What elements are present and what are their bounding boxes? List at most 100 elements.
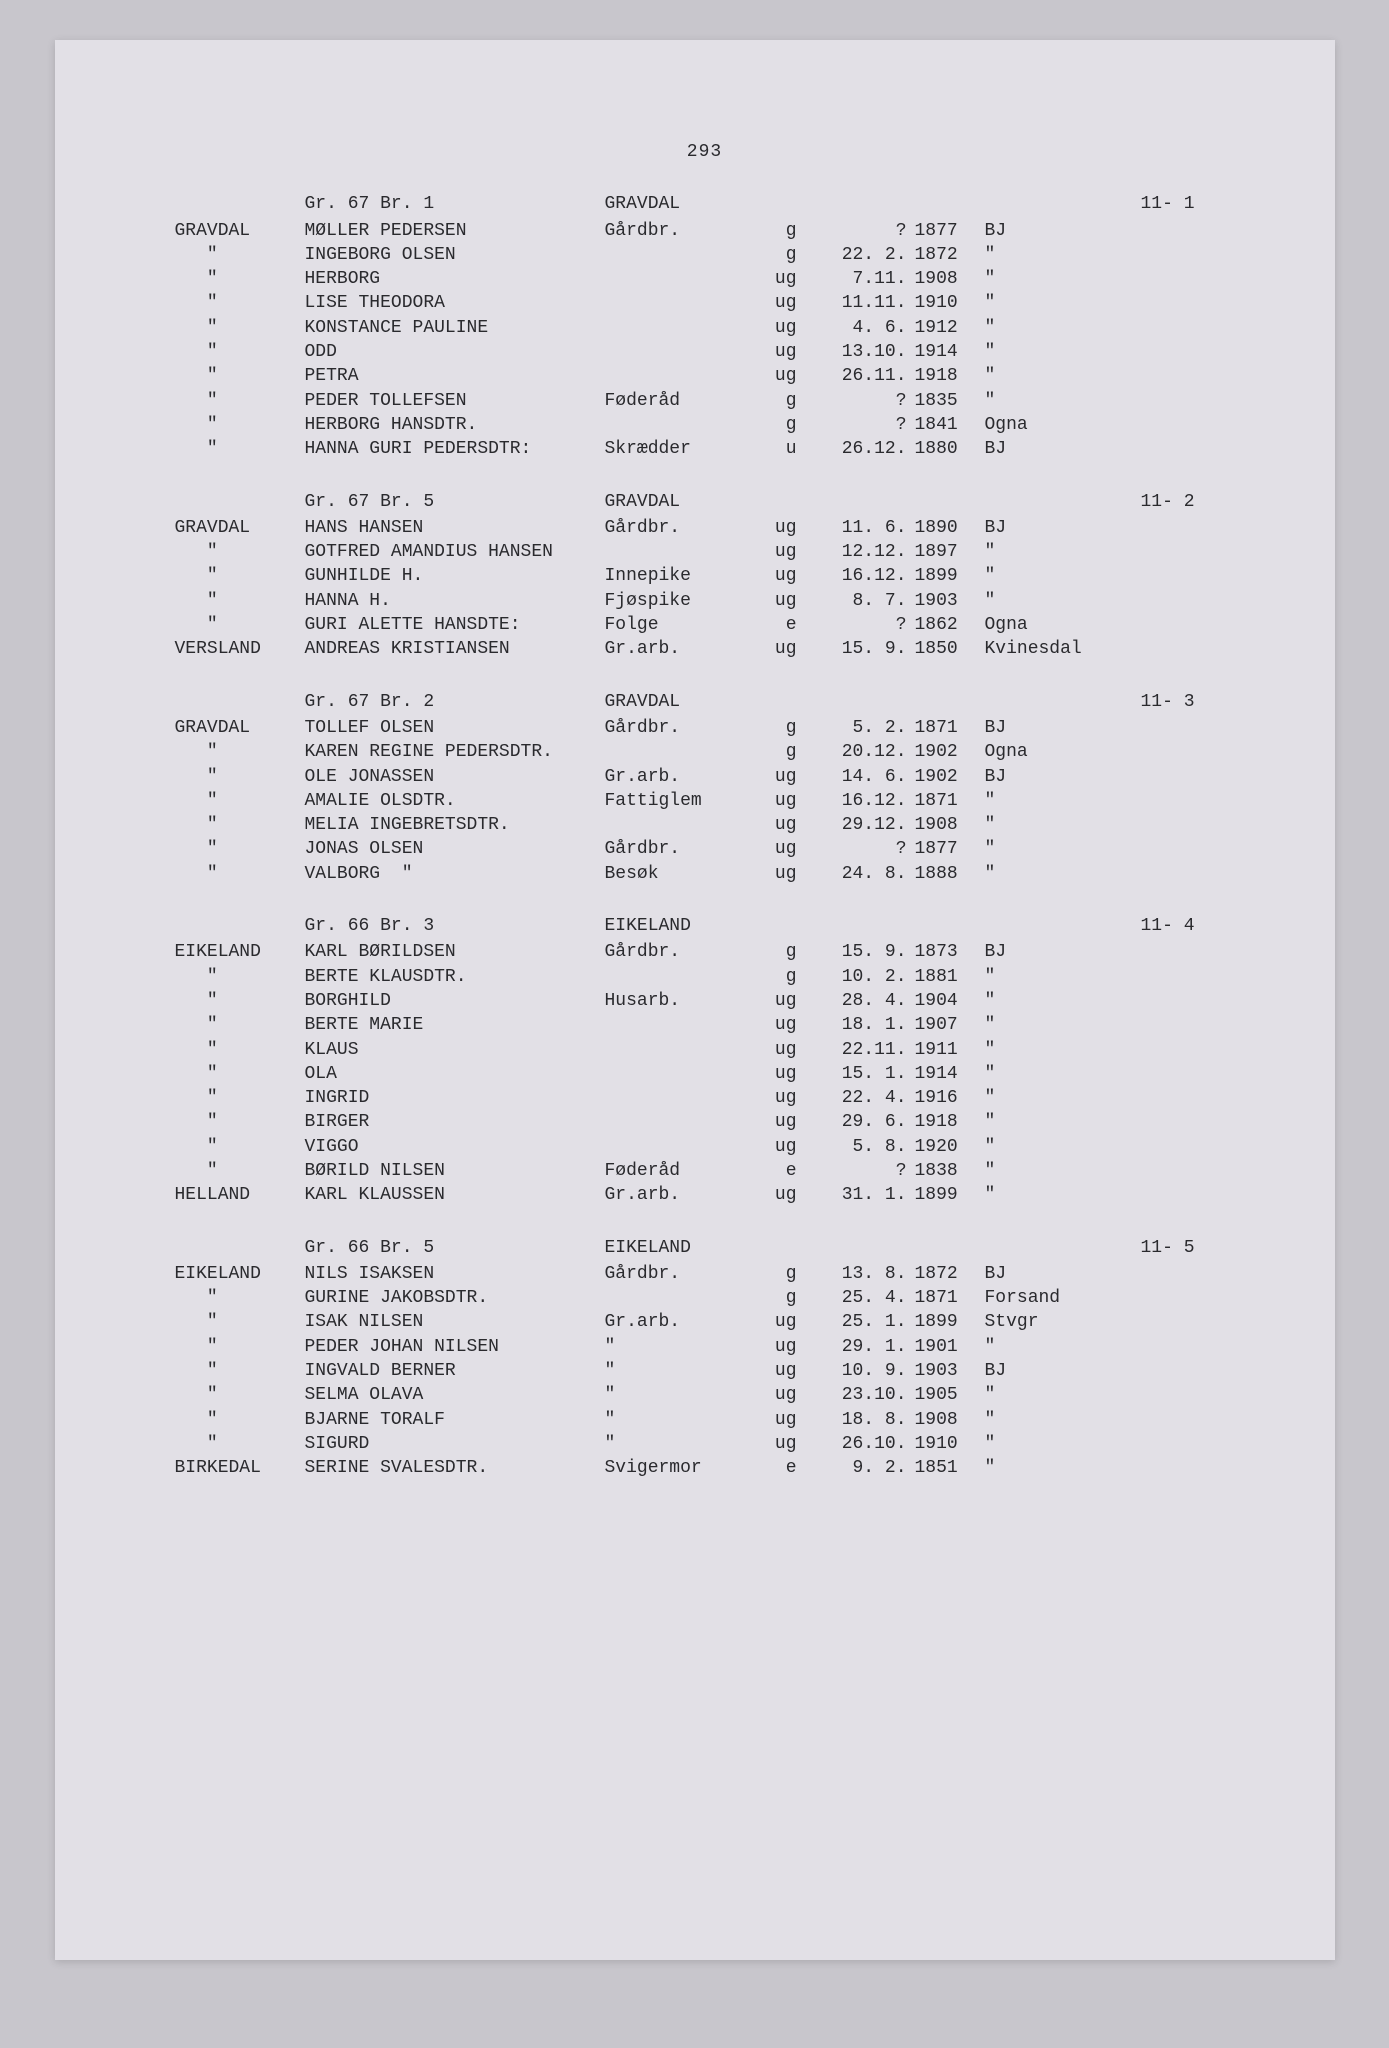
- census-row: "OLAug15. 1.1914": [175, 1062, 1235, 1086]
- cell-status: g: [755, 965, 805, 989]
- cell-place: ": [175, 1432, 305, 1456]
- cell-place: ": [175, 413, 305, 437]
- cell-status: ug: [755, 1335, 805, 1359]
- cell-origin: ": [985, 862, 1235, 886]
- cell-date: 24. 8.: [805, 862, 915, 886]
- census-row: "JONAS OLSENGårdbr.ug?1877": [175, 837, 1235, 861]
- cell-place: ": [175, 1135, 305, 1159]
- census-row: "MELIA INGEBRETSDTR.ug29.12.1908": [175, 813, 1235, 837]
- cell-status: ug: [755, 1013, 805, 1037]
- cell-place: ": [175, 789, 305, 813]
- cell-place: ": [175, 267, 305, 291]
- header-location: GRAVDAL: [605, 192, 915, 216]
- cell-date: 5. 2.: [805, 716, 915, 740]
- cell-year: 1880: [915, 437, 985, 461]
- census-row: GRAVDALHANS HANSENGårdbr.ug11. 6.1890BJ: [175, 516, 1235, 540]
- cell-year: 1918: [915, 1110, 985, 1134]
- header-spacer: [175, 690, 305, 714]
- cell-occupation: Gr.arb.: [605, 765, 755, 789]
- cell-occupation: Gr.arb.: [605, 1310, 755, 1334]
- census-row: "ODDug13.10.1914": [175, 340, 1235, 364]
- cell-year: 1902: [915, 740, 985, 764]
- cell-origin: ": [985, 291, 1235, 315]
- cell-year: 1914: [915, 340, 985, 364]
- cell-name: BORGHILD: [305, 989, 605, 1013]
- cell-origin: BJ: [985, 437, 1235, 461]
- cell-date: 16.12.: [805, 564, 915, 588]
- cell-status: g: [755, 740, 805, 764]
- cell-occupation: [605, 291, 755, 315]
- cell-year: 1907: [915, 1013, 985, 1037]
- cell-date: 26.11.: [805, 364, 915, 388]
- cell-status: ug: [755, 1062, 805, 1086]
- cell-place: ": [175, 540, 305, 564]
- cell-status: ug: [755, 637, 805, 661]
- cell-origin: Kvinesdal: [985, 637, 1235, 661]
- cell-date: 15. 9.: [805, 940, 915, 964]
- cell-place: GRAVDAL: [175, 219, 305, 243]
- cell-place: ": [175, 364, 305, 388]
- cell-name: KAREN REGINE PEDERSDTR.: [305, 740, 605, 764]
- cell-occupation: [605, 740, 755, 764]
- cell-name: BJARNE TORALF: [305, 1408, 605, 1432]
- cell-name: PEDER TOLLEFSEN: [305, 389, 605, 413]
- cell-place: EIKELAND: [175, 940, 305, 964]
- cell-occupation: Gårdbr.: [605, 837, 755, 861]
- cell-origin: ": [985, 540, 1235, 564]
- sections-container: Gr. 67 Br. 1GRAVDAL11- 1 GRAVDALMØLLER PE…: [175, 192, 1235, 1480]
- cell-origin: ": [985, 340, 1235, 364]
- header-spacer: [175, 914, 305, 938]
- cell-year: 1877: [915, 837, 985, 861]
- cell-year: 1905: [915, 1383, 985, 1407]
- cell-occupation: [605, 965, 755, 989]
- section-header: Gr. 67 Br. 1GRAVDAL11- 1: [175, 192, 1235, 216]
- cell-place: ": [175, 1383, 305, 1407]
- cell-year: 1910: [915, 1432, 985, 1456]
- cell-place: ": [175, 989, 305, 1013]
- cell-year: 1888: [915, 862, 985, 886]
- cell-date: 13.10.: [805, 340, 915, 364]
- cell-date: 18. 1.: [805, 1013, 915, 1037]
- cell-occupation: [605, 1013, 755, 1037]
- census-row: GRAVDALMØLLER PEDERSENGårdbr.g?1877BJ: [175, 219, 1235, 243]
- cell-year: 1862: [915, 613, 985, 637]
- cell-date: ?: [805, 613, 915, 637]
- cell-occupation: [605, 1086, 755, 1110]
- cell-date: 20.12.: [805, 740, 915, 764]
- cell-occupation: Fattiglem: [605, 789, 755, 813]
- cell-place: ": [175, 1359, 305, 1383]
- cell-status: ug: [755, 813, 805, 837]
- census-row: "HANNA GURI PEDERSDTR:Skrædderu26.12.188…: [175, 437, 1235, 461]
- cell-occupation: [605, 1038, 755, 1062]
- census-section: Gr. 67 Br. 5GRAVDAL11- 2GRAVDALHANS HANS…: [175, 490, 1235, 662]
- cell-origin: ": [985, 1135, 1235, 1159]
- cell-occupation: [605, 813, 755, 837]
- cell-occupation: [605, 1110, 755, 1134]
- cell-name: HERBORG HANSDTR.: [305, 413, 605, 437]
- census-row: BIRKEDALSERINE SVALESDTR.Svigermore9. 2.…: [175, 1456, 1235, 1480]
- cell-name: INGEBORG OLSEN: [305, 243, 605, 267]
- header-code: 11- 3: [915, 690, 1235, 714]
- cell-year: 1850: [915, 637, 985, 661]
- cell-origin: BJ: [985, 1359, 1235, 1383]
- cell-origin: Forsand: [985, 1286, 1235, 1310]
- cell-status: ug: [755, 789, 805, 813]
- cell-place: ": [175, 1013, 305, 1037]
- cell-name: INGVALD BERNER: [305, 1359, 605, 1383]
- cell-date: 18. 8.: [805, 1408, 915, 1432]
- census-row: "INGEBORG OLSENg22. 2.1872": [175, 243, 1235, 267]
- cell-name: OLE JONASSEN: [305, 765, 605, 789]
- cell-origin: ": [985, 316, 1235, 340]
- cell-name: MELIA INGEBRETSDTR.: [305, 813, 605, 837]
- cell-occupation: Gårdbr.: [605, 516, 755, 540]
- section-header: Gr. 67 Br. 2GRAVDAL11- 3: [175, 690, 1235, 714]
- cell-date: 25. 1.: [805, 1310, 915, 1334]
- census-row: "BJARNE TORALF"ug18. 8.1908": [175, 1408, 1235, 1432]
- cell-status: ug: [755, 540, 805, 564]
- cell-occupation: Innepike: [605, 564, 755, 588]
- cell-occupation: Gr.arb.: [605, 1183, 755, 1207]
- cell-name: HERBORG: [305, 267, 605, 291]
- cell-year: 1841: [915, 413, 985, 437]
- cell-occupation: [605, 413, 755, 437]
- cell-year: 1881: [915, 965, 985, 989]
